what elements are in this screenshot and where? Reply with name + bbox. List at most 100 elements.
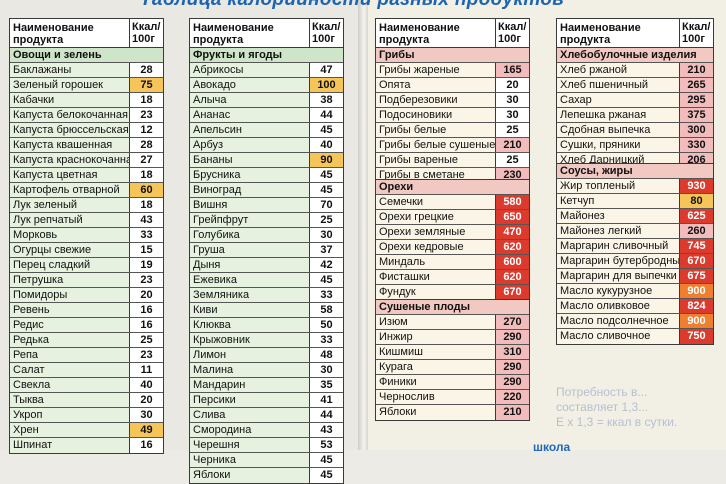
kcal-value: 745 — [679, 239, 713, 253]
product-name: Хлеб пшеничный — [557, 78, 679, 92]
product-name: Помидоры — [10, 288, 129, 302]
table-row: Груша 37 — [190, 243, 343, 258]
column-name-header: Наименование продукта — [379, 22, 460, 46]
product-name: Майонез — [557, 209, 679, 223]
product-name: Картофель отварной — [10, 183, 129, 197]
table-row: Крыжовник 33 — [190, 333, 343, 348]
table-row: Бананы 90 — [190, 153, 343, 168]
kcal-value: 290 — [495, 330, 529, 344]
table-row: Авокадо 100 — [190, 78, 343, 93]
product-name: Грибы вареные — [376, 153, 495, 167]
table-row: Курага 290 — [376, 360, 529, 375]
kcal-value: 750 — [679, 329, 713, 344]
table-row: Картофель отварной 60 — [10, 183, 163, 198]
kcal-value: 260 — [679, 224, 713, 238]
table-row: Фисташки 620 — [376, 270, 529, 285]
kcal-value: 43 — [129, 213, 163, 227]
kcal-value: 33 — [309, 288, 343, 302]
product-name: Арбуз — [190, 138, 309, 152]
table-row: Грибы белые 25 — [376, 123, 529, 138]
kcal-value: 330 — [679, 138, 713, 152]
product-name: Сдобная выпечка — [557, 123, 679, 137]
product-name: Черешня — [190, 438, 309, 452]
product-name: Алыча — [190, 93, 309, 107]
product-name: Репа — [10, 348, 129, 362]
table-header: Наименование продукта Ккал/ 100г — [190, 19, 343, 48]
kcal-value: 15 — [129, 243, 163, 257]
product-name: Фундук — [376, 285, 495, 300]
product-name: Кабачки — [10, 93, 129, 107]
table-row: Ананас 44 — [190, 108, 343, 123]
product-name: Орехи кедровые — [376, 240, 495, 254]
table-row: Финики 290 — [376, 375, 529, 390]
table-row: Клюква 50 — [190, 318, 343, 333]
product-name: Апельсин — [190, 123, 309, 137]
product-name: Редис — [10, 318, 129, 332]
product-name: Слива — [190, 408, 309, 422]
table-row: Мандарин 35 — [190, 378, 343, 393]
product-name: Киви — [190, 303, 309, 317]
table-row: Инжир 290 — [376, 330, 529, 345]
kcal-value: 49 — [129, 423, 163, 437]
product-name: Финики — [376, 375, 495, 389]
product-name: Масло сливочное — [557, 329, 679, 344]
product-name: Укроп — [10, 408, 129, 422]
table-row: Абрикосы 47 — [190, 63, 343, 78]
kcal-value: 37 — [309, 243, 343, 257]
section-title: Овощи и зелень — [10, 48, 163, 63]
product-name: Лепешка ржаная — [557, 108, 679, 122]
table-row: Капуста цветная 18 — [10, 168, 163, 183]
table-row: Орехи кедровые 620 — [376, 240, 529, 255]
table-row: Земляника 33 — [190, 288, 343, 303]
table-fruits: Наименование продукта Ккал/ 100г Фрукты … — [189, 18, 344, 484]
table-row: Майонез 625 — [557, 209, 713, 224]
table-row: Кишмиш 310 — [376, 345, 529, 360]
table-row: Редис 16 — [10, 318, 163, 333]
column-name-header: Наименование продукта — [193, 22, 274, 46]
product-name: Чернослив — [376, 390, 495, 404]
product-name: Капуста брюссельская — [10, 123, 129, 137]
kcal-value: 58 — [309, 303, 343, 317]
column-kcal-header: Ккал/ 100г — [129, 19, 163, 47]
kcal-value: 80 — [679, 194, 713, 208]
product-name: Перец сладкий — [10, 258, 129, 272]
table-row: Брусника 45 — [190, 168, 343, 183]
kcal-value: 12 — [129, 123, 163, 137]
product-name: Масло кукурузное — [557, 284, 679, 298]
table-row: Семечки 580 — [376, 195, 529, 210]
table-row: Черешня 53 — [190, 438, 343, 453]
kcal-value: 60 — [129, 183, 163, 197]
kcal-value: 675 — [679, 269, 713, 283]
kcal-value: 23 — [129, 108, 163, 122]
kcal-value: 33 — [309, 333, 343, 347]
table-row: Масло подсолнечное 900 — [557, 314, 713, 329]
kcal-value: 27 — [129, 153, 163, 167]
faded-text-2: составляет 1,3... — [556, 400, 649, 414]
kcal-value: 30 — [309, 228, 343, 242]
product-name: Грибы белые сушеные — [376, 138, 495, 152]
kcal-value: 670 — [495, 285, 529, 300]
product-name: Бананы — [190, 153, 309, 167]
product-name: Фисташки — [376, 270, 495, 284]
product-name: Изюм — [376, 315, 495, 329]
kcal-value: 20 — [495, 78, 529, 92]
table-row: Капуста белокочанная 23 — [10, 108, 163, 123]
product-name: Капуста белокочанная — [10, 108, 129, 122]
product-name: Маргарин для выпечки — [557, 269, 679, 283]
product-name: Сушки, пряники — [557, 138, 679, 152]
product-name: Земляника — [190, 288, 309, 302]
kcal-value: 375 — [679, 108, 713, 122]
kcal-value: 44 — [309, 408, 343, 422]
kcal-value: 20 — [129, 288, 163, 302]
table-row: Масло сливочное 750 — [557, 329, 713, 344]
table-row: Грибы вареные 25 — [376, 153, 529, 168]
kcal-value: 45 — [309, 453, 343, 467]
kcal-value: 28 — [129, 63, 163, 77]
product-name: Яблоки — [190, 468, 309, 483]
kcal-value: 30 — [495, 108, 529, 122]
kcal-value: 16 — [129, 303, 163, 317]
kcal-value: 18 — [129, 93, 163, 107]
table-row: Редька 25 — [10, 333, 163, 348]
kcal-value: 620 — [495, 270, 529, 284]
product-name: Виноград — [190, 183, 309, 197]
